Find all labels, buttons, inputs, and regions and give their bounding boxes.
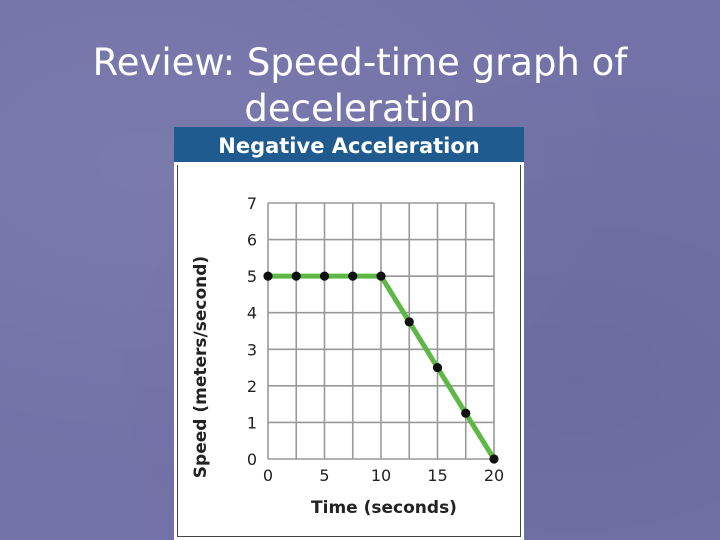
slide-title-line2: deceleration (244, 87, 476, 130)
x-tick-label: 20 (484, 466, 504, 485)
y-tick-label: 1 (247, 413, 257, 432)
data-point (263, 271, 273, 281)
data-point (291, 271, 301, 281)
chart-body: 0 1 2 3 4 5 6 7 0 5 10 15 20 Time (seconds) Speed (m… (177, 165, 521, 537)
data-point (348, 271, 358, 281)
grid (267, 202, 495, 460)
y-tick-label: 4 (247, 304, 257, 323)
data-point (489, 454, 499, 464)
y-axis-label: Speed (meters/second) (191, 256, 211, 478)
chart-title: Negative Acceleration (218, 134, 480, 158)
x-axis-label: Time (seconds) (311, 498, 457, 518)
y-tick-label: 5 (247, 267, 257, 286)
y-tick-label: 7 (247, 194, 257, 213)
data-point (319, 271, 330, 281)
data-point (432, 362, 443, 373)
y-tick-label: 3 (247, 340, 257, 359)
chart-figure: Negative Acceleration 0 1 2 3 4 5 6 7 0 5 10 15 20 T… (174, 127, 524, 540)
data-point (376, 271, 386, 281)
slide-title-line1: Review: Speed-time graph of (92, 41, 628, 84)
y-tick-label: 0 (247, 450, 257, 469)
data-point (461, 408, 471, 418)
slide-title: Review: Speed-time graph of deceleration (60, 40, 660, 132)
tick-labels: 0 1 2 3 4 5 6 7 0 5 10 15 20 (247, 194, 504, 485)
x-tick-label: 0 (263, 466, 273, 485)
x-tick-label: 5 (319, 466, 329, 485)
data-point (404, 317, 414, 327)
x-tick-label: 15 (427, 466, 447, 485)
x-tick-label: 10 (371, 466, 391, 485)
chart-header: Negative Acceleration (174, 127, 524, 165)
y-tick-label: 6 (247, 231, 257, 250)
y-tick-label: 2 (247, 377, 257, 396)
line-chart: 0 1 2 3 4 5 6 7 0 5 10 15 20 Time (seconds) Speed (m… (191, 194, 504, 518)
data-points (263, 271, 499, 464)
